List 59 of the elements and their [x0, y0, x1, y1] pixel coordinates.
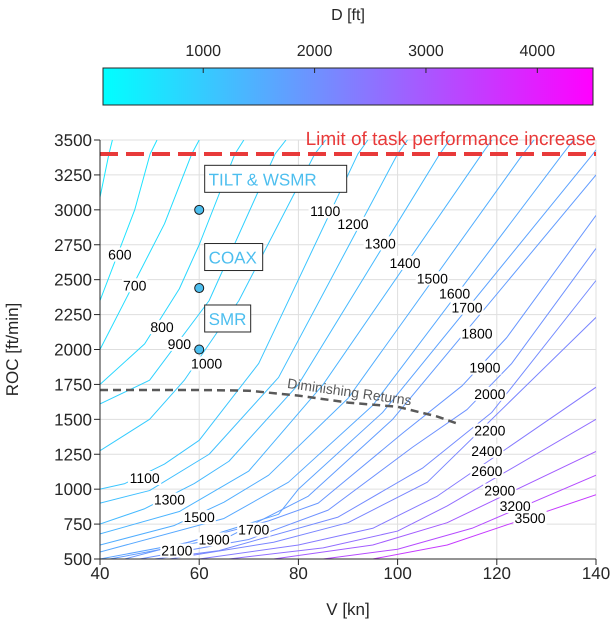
y-tick-label: 1000 — [54, 480, 92, 500]
y-tick-label: 2500 — [54, 270, 92, 290]
x-tick-label: 80 — [288, 564, 308, 584]
annotation: 900 — [168, 336, 192, 352]
annotation: 600 — [108, 246, 132, 263]
annotation: 1100 — [310, 203, 340, 220]
y-tick-label: 3500 — [54, 131, 92, 150]
annotation: 800 — [150, 319, 174, 336]
y-tick-label: 750 — [64, 515, 92, 534]
color-bar-label: 3000 — [408, 43, 444, 60]
annotation: 1700 — [451, 300, 483, 316]
annotation: 1500 — [184, 509, 215, 526]
annotation: 2100 — [161, 542, 193, 559]
data-label: SMR — [208, 310, 246, 329]
ref-line-label: Limit of task performance increase — [306, 128, 596, 150]
annotation: 1300 — [364, 235, 396, 252]
x-tick-label: 40 — [90, 564, 110, 584]
y-axis-title: ROC [ft/min] — [3, 302, 22, 396]
annotation: 1800 — [461, 325, 493, 342]
y-tick-label: 3000 — [54, 200, 92, 220]
annotation: 1700 — [238, 522, 270, 538]
annotation: 1100 — [130, 470, 160, 486]
y-tick-label: 2250 — [54, 306, 92, 325]
annotation: 2000 — [474, 386, 506, 402]
y-tick-label: 500 — [64, 550, 92, 570]
annotation: 3500 — [514, 510, 546, 526]
annotation: 2600 — [471, 463, 503, 480]
annotation: 1400 — [389, 254, 421, 271]
x-axis-title: V [kn] — [326, 600, 370, 619]
y-tick-label: 2000 — [54, 340, 92, 360]
annotation: 700 — [123, 277, 147, 294]
data-label: COAX — [208, 248, 257, 268]
annotation: 1000 — [191, 355, 222, 372]
x-tick-label: 120 — [482, 564, 511, 584]
y-tick-label: 1250 — [54, 445, 92, 464]
annotation: Diminishing Returns — [286, 375, 413, 408]
y-tick-label: 1750 — [54, 375, 92, 394]
y-tick-label: 1500 — [54, 410, 92, 430]
annotation: 2200 — [474, 422, 506, 439]
annotation: 1900 — [469, 360, 501, 376]
color-bar-label: 1000 — [185, 43, 222, 60]
annotation: 1900 — [198, 531, 230, 548]
annotation: 2900 — [484, 482, 516, 499]
color-bar-label: 4000 — [520, 43, 556, 60]
x-tick-label: 60 — [190, 564, 209, 584]
x-tick-label: 100 — [383, 564, 412, 584]
colorbar: D [ft] 1000 2000 3000 4000 — [0, 0, 611, 112]
annotation: 1200 — [337, 216, 369, 232]
annotation: 1500 — [416, 270, 448, 286]
color-bar-label: 2000 — [296, 43, 332, 60]
annotation: 3200 — [500, 498, 531, 514]
color-bar-title: D [ft] — [331, 7, 365, 24]
x-tick-label: 140 — [582, 564, 610, 584]
annotation: 1300 — [154, 492, 186, 508]
annotation: 2400 — [471, 442, 503, 459]
data-label: TILT & WSMR — [208, 170, 317, 190]
y-tick-label: 2750 — [54, 236, 92, 255]
annotation: 1600 — [439, 286, 470, 302]
y-tick-label: 3250 — [54, 166, 92, 185]
